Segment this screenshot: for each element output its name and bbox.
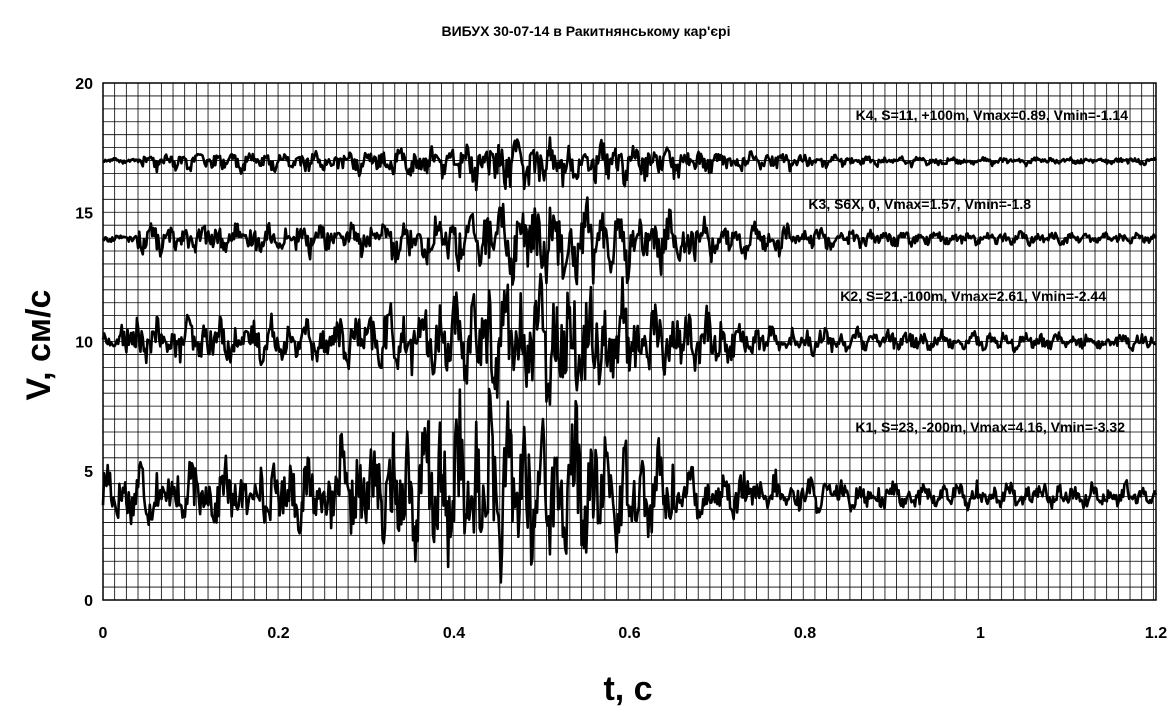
- x-tick-label: 0: [99, 625, 108, 642]
- axis-ticks: 0 0.2 0.4 0.6 0.8 1 1.2 0 5 10 15 20: [75, 76, 1167, 642]
- series-lines: [101, 136, 1158, 584]
- x-tick-label: 0.4: [443, 625, 465, 642]
- y-tick-label: 5: [84, 464, 93, 481]
- chart-title: ВИБУХ 30-07-14 в Ракитнянському кар'єрі: [441, 23, 730, 39]
- series-annotation-k1: K1, S=23, -200m, Vmax=4.16, Vmin=-3.32: [855, 419, 1125, 435]
- y-tick-label: 0: [84, 593, 93, 610]
- series-annotation-k4: K4, S=11, +100m, Vmax=0.89, Vmin=-1.14: [856, 107, 1129, 123]
- series-line-k1: [101, 387, 1158, 584]
- series-line-k2: [101, 272, 1157, 406]
- series-annotations: K1, S=23, -200m, Vmax=4.16, Vmin=-3.32 K2…: [808, 107, 1128, 435]
- x-tick-label: 0.6: [618, 625, 640, 642]
- series-line-k3: [101, 196, 1157, 286]
- x-tick-label: 0.2: [267, 625, 289, 642]
- x-tick-label: 0.8: [794, 625, 816, 642]
- y-axis-title: V, см/с: [20, 290, 58, 401]
- x-tick-label: 1: [976, 625, 985, 642]
- y-tick-label: 20: [75, 76, 93, 93]
- y-tick-label: 15: [75, 205, 93, 222]
- x-tick-label: 1.2: [1145, 625, 1167, 642]
- x-axis-title: t, c: [603, 670, 652, 707]
- series-annotation-k3: K3, S6X, 0, Vmax=1.57, Vmin=-1.8: [808, 196, 1031, 212]
- y-tick-label: 10: [75, 335, 93, 352]
- series-annotation-k2: K2, S=21,-100m, Vmax=2.61, Vmin=-2.44: [840, 288, 1106, 304]
- plot-frame: [102, 82, 1157, 601]
- series-line-k4: [102, 136, 1158, 192]
